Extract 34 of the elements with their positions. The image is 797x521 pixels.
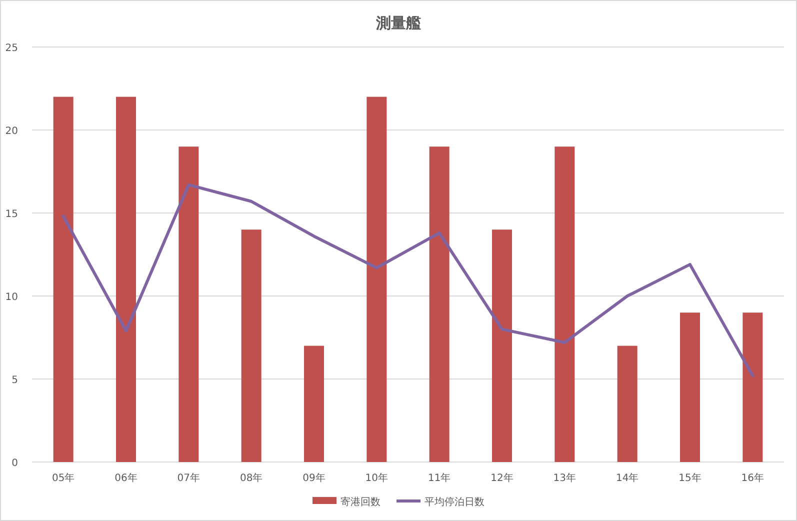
bar [492,230,512,462]
y-tick-label: 15 [5,209,18,220]
x-tick-label: 16年 [741,472,764,484]
bar [554,146,575,462]
x-tick-label: 15年 [678,472,702,484]
x-tick-label: 08年 [240,472,263,484]
x-tick-label: 09年 [302,472,326,484]
bar [680,312,700,462]
y-tick-label: 5 [12,375,18,386]
x-tick-label: 06年 [114,472,138,484]
bar [178,146,199,462]
bar [53,96,74,462]
y-tick-label: 20 [5,126,18,137]
x-tick-label: 12年 [490,472,514,484]
y-tick-label: 0 [12,458,18,469]
legend-label: 寄港回数 [340,496,380,508]
bar [617,346,638,462]
chart-title: 測量艦 [375,14,421,32]
bar [116,96,136,462]
y-tick-label: 25 [5,43,18,54]
legend-label: 平均停泊日数 [424,496,484,508]
line-series [62,183,754,378]
bar [742,312,763,462]
y-tick-label: 10 [5,292,18,303]
bar [241,230,262,462]
x-tick-label: 10年 [365,472,388,484]
x-tick-label: 11年 [428,472,451,484]
bar [366,96,387,462]
x-tick-label: 14年 [616,472,639,484]
x-tick-label: 07年 [177,472,200,484]
x-tick-label: 13年 [553,472,576,484]
bar [304,346,324,462]
bar [429,146,450,462]
x-tick-label: 05年 [52,472,75,484]
